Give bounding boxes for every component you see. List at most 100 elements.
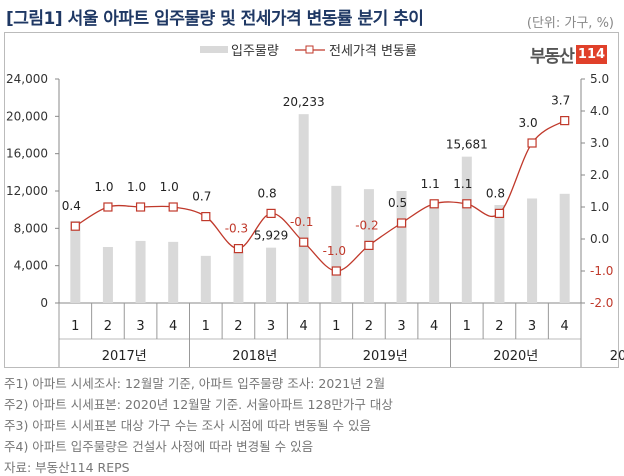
quarter-label: 4 bbox=[169, 319, 177, 334]
quarter-label: 2 bbox=[365, 319, 373, 334]
left-tick-label: 8,000 bbox=[14, 221, 48, 235]
bar bbox=[429, 200, 440, 303]
logo-word: 부동산 bbox=[530, 47, 575, 67]
line-marker bbox=[396, 218, 407, 228]
year-label: 2018년 bbox=[232, 349, 277, 364]
note-1: 주1) 아파트 시세조사: 12월말 기준, 아파트 입주물량 조사: 2021… bbox=[4, 376, 386, 391]
bar bbox=[494, 205, 505, 303]
bar bbox=[527, 198, 538, 303]
line-marker bbox=[103, 202, 113, 212]
source-note: 자료: 부동산114 REPS bbox=[4, 460, 130, 475]
unit-label: (단위: 가구, %) bbox=[526, 16, 614, 31]
left-tick-label: 12,000 bbox=[6, 184, 48, 198]
bar-data-label: 20,233 bbox=[283, 95, 325, 109]
legend-line-marker bbox=[305, 45, 314, 54]
note-4: 주4) 아파트 입주물량은 건설사 사정에 따라 변경될 수 있음 bbox=[4, 439, 314, 454]
line-series bbox=[74, 120, 566, 272]
quarter-label: 1 bbox=[202, 319, 210, 334]
line-marker bbox=[168, 202, 178, 212]
quarter-label: 1 bbox=[332, 319, 340, 334]
right-tick-label: 0.0 bbox=[590, 232, 609, 246]
line-data-label: -0.3 bbox=[225, 222, 248, 236]
quarter-label: 4 bbox=[561, 319, 569, 334]
logo-badge: 114 bbox=[575, 45, 608, 64]
line-data-label: -1.0 bbox=[323, 244, 346, 258]
quarter-label: 1 bbox=[71, 319, 79, 334]
quarter-label: 2 bbox=[104, 319, 112, 334]
year-label: 2020년 bbox=[493, 349, 538, 364]
line-data-label: 1.0 bbox=[160, 180, 179, 194]
line-marker bbox=[266, 208, 276, 218]
note-3: 주3) 아파트 시세표본 대상 가구 수는 조사 시점에 따라 변동될 수 있음 bbox=[4, 418, 372, 433]
legend-line-label: 전세가격 변동률 bbox=[329, 44, 417, 59]
line-data-label: 0.7 bbox=[192, 190, 211, 204]
line-marker bbox=[527, 138, 537, 148]
line-marker bbox=[299, 237, 309, 247]
line-data-label: 1.0 bbox=[94, 180, 113, 194]
bar bbox=[331, 185, 342, 303]
chart-title: [그림1] 서울 아파트 입주물량 및 전세가격 변동률 분기 추이 bbox=[6, 9, 424, 29]
line-data-label: 3.0 bbox=[519, 116, 538, 130]
year-label: 2019년 bbox=[363, 349, 408, 364]
bar bbox=[298, 114, 309, 304]
left-tick-label: 0 bbox=[40, 296, 48, 310]
bar-data-label: 15,681 bbox=[446, 138, 488, 152]
bar-data-label: 5,929 bbox=[254, 229, 288, 243]
bar bbox=[102, 247, 113, 303]
line-marker bbox=[331, 266, 341, 276]
right-tick-label: 3.0 bbox=[590, 136, 609, 150]
line-marker bbox=[201, 212, 211, 222]
left-tick-label: 20,000 bbox=[6, 109, 48, 123]
bar bbox=[168, 241, 179, 303]
line-marker bbox=[429, 199, 439, 209]
right-tick-label: -2.0 bbox=[590, 296, 613, 310]
quarter-label: 4 bbox=[300, 319, 308, 334]
right-tick-label: 1.0 bbox=[590, 200, 609, 214]
line-data-label: 0.5 bbox=[388, 196, 407, 210]
bar bbox=[233, 251, 244, 303]
left-tick-label: 16,000 bbox=[6, 147, 48, 161]
left-tick-label: 24,000 bbox=[6, 72, 48, 86]
bar bbox=[396, 191, 407, 303]
year-label: 2021년 예정 bbox=[610, 349, 624, 364]
right-tick-label: 2.0 bbox=[590, 168, 609, 182]
quarter-label: 3 bbox=[397, 319, 405, 334]
right-tick-label: 5.0 bbox=[590, 72, 609, 86]
bar bbox=[266, 247, 277, 303]
left-tick-label: 4,000 bbox=[14, 259, 48, 273]
line-marker bbox=[135, 202, 146, 212]
legend-bar-swatch bbox=[200, 46, 228, 53]
bar bbox=[70, 220, 81, 303]
logo: 부동산 114 bbox=[530, 42, 608, 67]
bar bbox=[135, 240, 146, 303]
year-label: 2017년 bbox=[102, 349, 147, 364]
line-marker bbox=[462, 199, 472, 209]
quarter-label: 2 bbox=[495, 319, 503, 334]
line-marker bbox=[70, 221, 80, 231]
line-marker bbox=[560, 115, 570, 126]
line-data-label: 0.8 bbox=[258, 186, 277, 200]
line-data-label: 1.0 bbox=[127, 180, 146, 194]
quarter-label: 4 bbox=[430, 319, 438, 334]
legend-bar-label: 입주물량 bbox=[231, 44, 279, 59]
quarter-label: 3 bbox=[528, 319, 536, 334]
note-2: 주2) 아파트 시세표본: 2020년 12월말 기준. 서울아파트 128만가… bbox=[4, 397, 393, 412]
bar bbox=[200, 255, 211, 303]
right-tick-label: -1.0 bbox=[590, 264, 613, 278]
quarter-label: 3 bbox=[136, 319, 144, 334]
line-data-label: 0.4 bbox=[62, 199, 81, 213]
right-tick-label: 4.0 bbox=[590, 104, 609, 118]
bar bbox=[559, 193, 570, 303]
line-data-label: 0.8 bbox=[486, 186, 505, 200]
line-marker bbox=[364, 240, 374, 250]
line-data-label: 1.1 bbox=[421, 177, 440, 191]
quarter-label: 1 bbox=[463, 319, 471, 334]
line-marker bbox=[233, 244, 244, 254]
bar bbox=[461, 156, 472, 303]
quarter-label: 2 bbox=[234, 319, 242, 334]
line-data-label: 3.7 bbox=[551, 94, 570, 108]
line-marker bbox=[494, 208, 505, 218]
chart-frame bbox=[4, 32, 619, 368]
line-data-label: -0.1 bbox=[290, 215, 313, 229]
